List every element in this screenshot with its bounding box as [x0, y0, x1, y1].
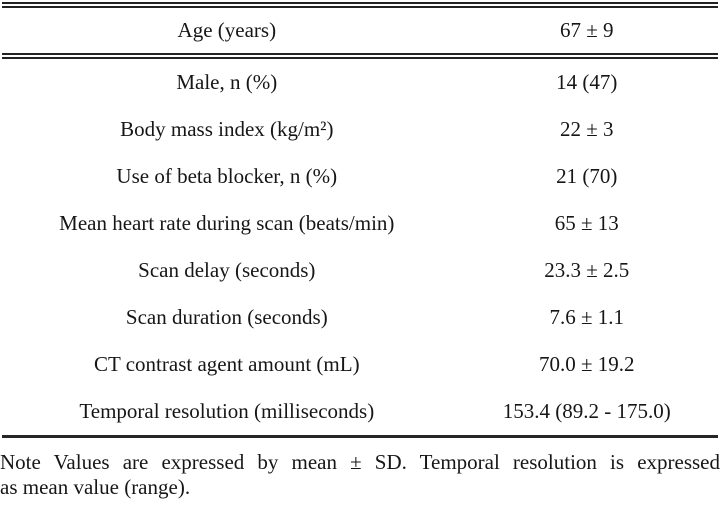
row-label: Scan duration (seconds)	[125, 305, 328, 329]
row-label: Age (years)	[177, 18, 277, 42]
row-label: Body mass index (kg/m²)	[120, 117, 334, 141]
table-row: Male, n (%) 14 (47)	[0, 59, 720, 106]
footnote-line: as mean value (range).	[0, 474, 191, 499]
row-label: Mean heart rate during scan (beats/min)	[59, 211, 395, 235]
row-value: 70.0 ± 19.2	[539, 352, 635, 376]
footnote-line: Note Values are expressed by mean ± SD. …	[0, 450, 720, 474]
row-label: Use of beta blocker, n (%)	[116, 164, 338, 188]
table-row: Scan duration (seconds) 7.6 ± 1.1	[0, 294, 720, 341]
row-label: Male, n (%)	[176, 70, 278, 94]
table-top-rule	[2, 2, 718, 8]
row-value: 23.3 ± 2.5	[544, 258, 630, 282]
table-row: Temporal resolution (milliseconds) 153.4…	[0, 388, 720, 435]
row-value: 21 (70)	[556, 164, 618, 188]
table-header-rule	[2, 53, 718, 59]
table-bottom-rule	[2, 435, 718, 438]
table-row: CT contrast agent amount (mL) 70.0 ± 19.…	[0, 341, 720, 388]
row-value: 153.4 (89.2 - 175.0)	[502, 399, 671, 423]
row-value: 22 ± 3	[560, 117, 614, 141]
row-value: 14 (47)	[556, 70, 618, 94]
row-value: 65 ± 13	[554, 211, 619, 235]
table-row: Use of beta blocker, n (%) 21 (70)	[0, 153, 720, 200]
row-value: 7.6 ± 1.1	[549, 305, 625, 329]
row-label: CT contrast agent amount (mL)	[94, 352, 360, 376]
row-value: 67 ± 9	[560, 18, 614, 42]
table-row: Mean heart rate during scan (beats/min) …	[0, 200, 720, 247]
table-footnote: Note Values are expressed by mean ± SD. …	[0, 450, 720, 499]
row-label: Temporal resolution (milliseconds)	[79, 399, 375, 423]
table-row: Body mass index (kg/m²) 22 ± 3	[0, 106, 720, 153]
table-row: Scan delay (seconds) 23.3 ± 2.5	[0, 247, 720, 294]
row-label: Scan delay (seconds)	[138, 258, 316, 282]
table-row: Age (years) 67 ± 9	[0, 8, 720, 53]
